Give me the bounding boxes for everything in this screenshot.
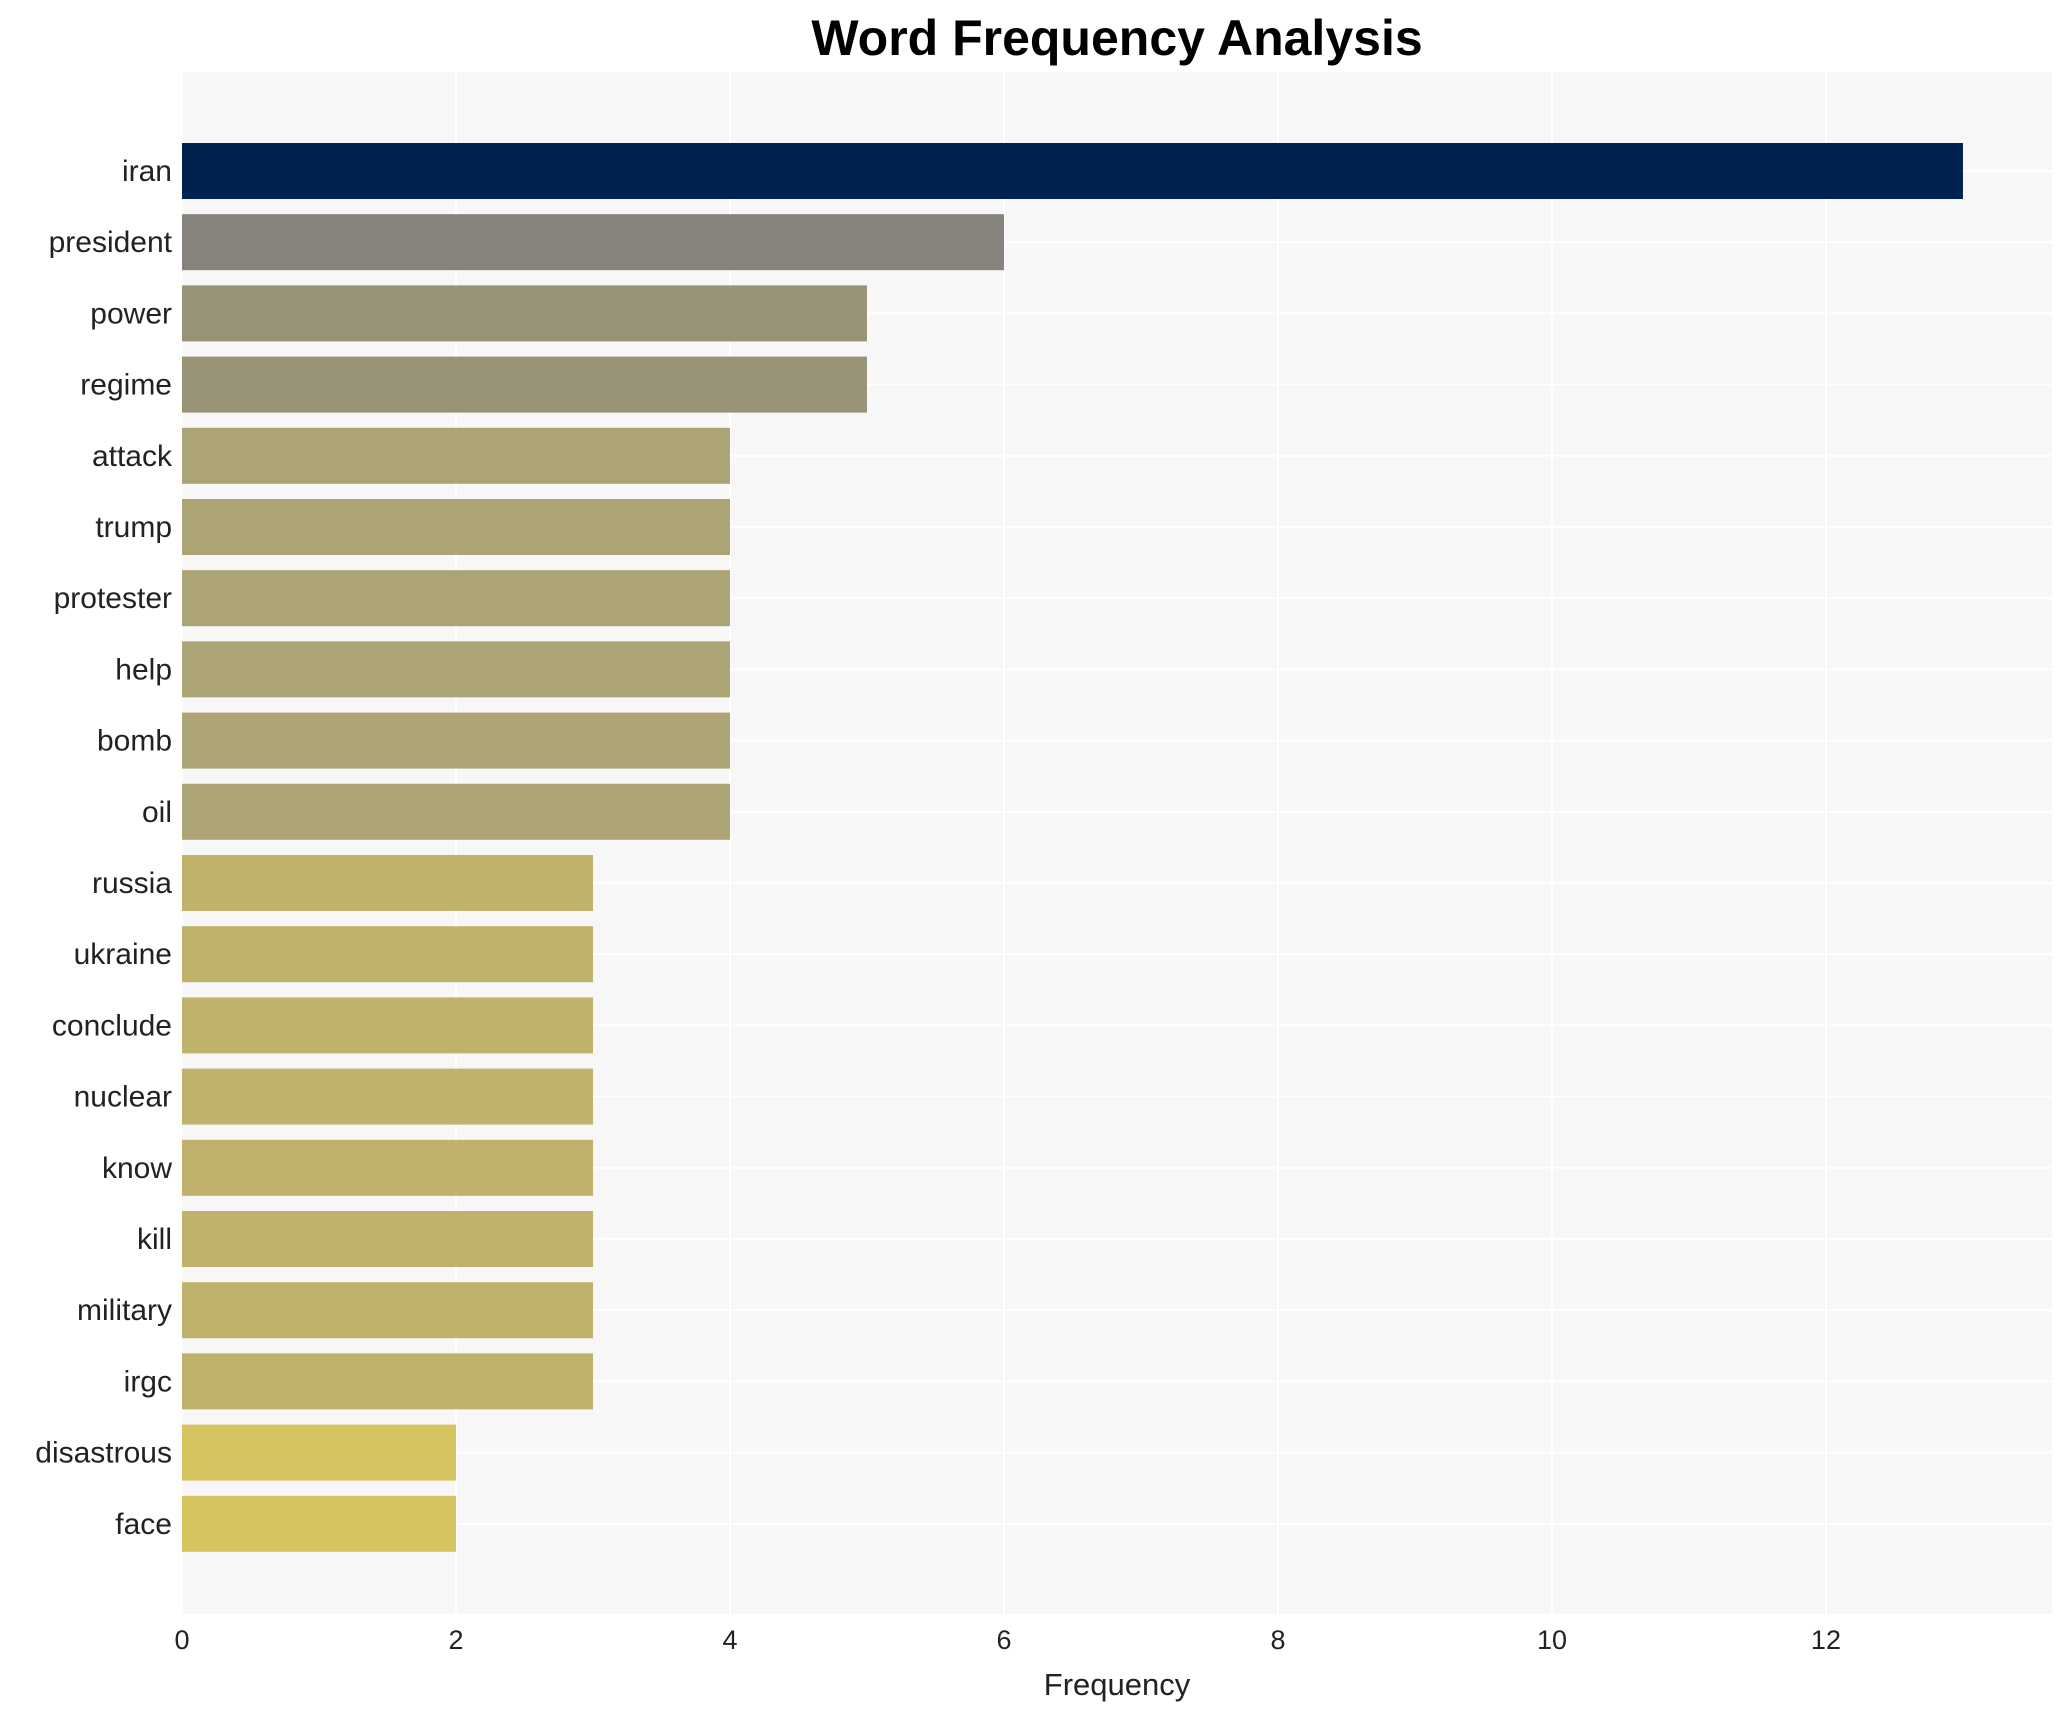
bar-iran bbox=[182, 143, 1963, 199]
category-label-irgc: irgc bbox=[124, 1365, 172, 1398]
x-tick-label: 4 bbox=[722, 1625, 737, 1655]
bar-protester bbox=[182, 570, 730, 627]
category-label-disastrous: disastrous bbox=[35, 1437, 172, 1470]
bar-trump bbox=[182, 499, 730, 555]
bar-nuclear bbox=[182, 1068, 593, 1125]
bar-disastrous bbox=[182, 1424, 456, 1481]
x-axis-ticks: 0 2 4 6 8 10 12 bbox=[174, 1625, 1840, 1655]
category-label-kill: kill bbox=[137, 1223, 172, 1256]
x-tick-label: 10 bbox=[1537, 1625, 1567, 1655]
category-label-conclude: conclude bbox=[52, 1009, 172, 1042]
chart-title: Word Frequency Analysis bbox=[811, 10, 1422, 66]
x-tick-label: 6 bbox=[996, 1625, 1011, 1655]
bar-russia bbox=[182, 855, 593, 911]
category-label-russia: russia bbox=[92, 867, 172, 900]
bar-help bbox=[182, 641, 730, 698]
category-label-help: help bbox=[115, 653, 172, 686]
category-label-iran: iran bbox=[122, 155, 172, 188]
category-label-power: power bbox=[90, 297, 172, 330]
category-label-trump: trump bbox=[95, 511, 172, 544]
x-tick-label: 0 bbox=[174, 1625, 189, 1655]
category-label-oil: oil bbox=[142, 796, 172, 829]
category-label-attack: attack bbox=[92, 440, 173, 473]
bar-face bbox=[182, 1495, 456, 1552]
bar-oil bbox=[182, 783, 730, 840]
category-label-know: know bbox=[102, 1152, 172, 1185]
category-label-bomb: bomb bbox=[97, 725, 172, 758]
bar-irgc bbox=[182, 1353, 593, 1410]
bar-regime bbox=[182, 356, 867, 413]
bars bbox=[182, 143, 1963, 1552]
category-label-president: president bbox=[49, 226, 173, 259]
category-label-regime: regime bbox=[80, 369, 172, 402]
bar-military bbox=[182, 1282, 593, 1339]
bar-kill bbox=[182, 1211, 593, 1267]
category-label-protester: protester bbox=[54, 582, 172, 615]
bar-conclude bbox=[182, 997, 593, 1054]
bar-bomb bbox=[182, 712, 730, 769]
category-label-military: military bbox=[77, 1294, 172, 1327]
bar-power bbox=[182, 285, 867, 342]
category-label-ukraine: ukraine bbox=[74, 938, 172, 971]
bar-know bbox=[182, 1139, 593, 1196]
category-label-nuclear: nuclear bbox=[74, 1081, 172, 1114]
x-axis-label: Frequency bbox=[1044, 1667, 1191, 1702]
bar-ukraine bbox=[182, 926, 593, 983]
category-labels: iran president power regime attack trump prote… bbox=[35, 155, 173, 1541]
x-tick-label: 8 bbox=[1270, 1625, 1285, 1655]
x-tick-label: 12 bbox=[1811, 1625, 1841, 1655]
bar-attack bbox=[182, 427, 730, 484]
bar-president bbox=[182, 214, 1004, 271]
x-tick-label: 2 bbox=[448, 1625, 463, 1655]
category-label-face: face bbox=[115, 1508, 172, 1541]
